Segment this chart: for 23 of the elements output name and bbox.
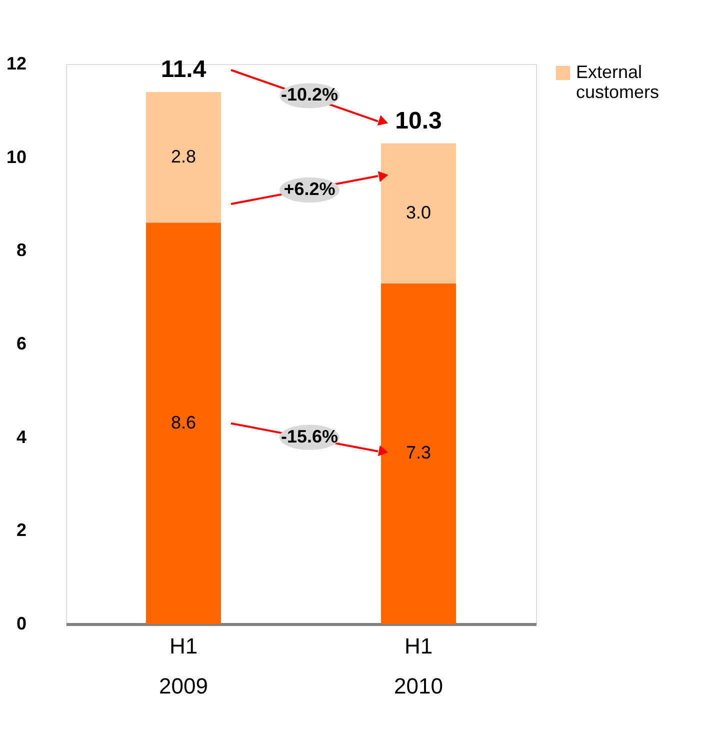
y-tick-label: 10 <box>6 146 26 167</box>
bar <box>381 283 456 624</box>
bar <box>146 222 221 624</box>
y-tick-label: 2 <box>16 520 26 540</box>
total-label: 11.4 <box>160 56 207 83</box>
bar <box>146 92 221 223</box>
legend-label: External customers <box>576 62 660 102</box>
y-tick-label: 8 <box>16 240 26 260</box>
y-tick-label: 4 <box>16 426 26 447</box>
bar <box>381 143 456 284</box>
data-label: 3.0 <box>406 202 432 222</box>
data-label: 7.3 <box>406 442 432 463</box>
x-tick-label: H1 2009 <box>159 634 208 698</box>
data-label: 2.8 <box>170 146 196 166</box>
total-label: 10.3 <box>395 107 442 134</box>
annotation: +6.2% <box>284 179 336 199</box>
x-tick-label: H1 2010 <box>394 634 443 698</box>
y-tick-label: 12 <box>6 54 26 74</box>
data-label: 8.6 <box>170 412 196 432</box>
y-tick-label: 0 <box>16 614 26 634</box>
annotation: -15.6% <box>280 426 338 446</box>
y-tick-label: 6 <box>16 334 26 354</box>
annotation: -10.2% <box>280 84 338 105</box>
